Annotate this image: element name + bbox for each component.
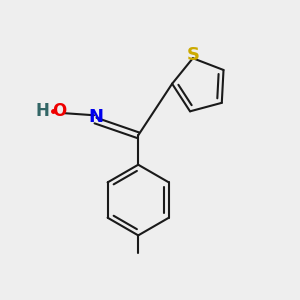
Text: H: H: [36, 102, 50, 120]
Text: N: N: [88, 108, 103, 126]
Text: S: S: [186, 46, 199, 64]
Text: O: O: [52, 102, 67, 120]
